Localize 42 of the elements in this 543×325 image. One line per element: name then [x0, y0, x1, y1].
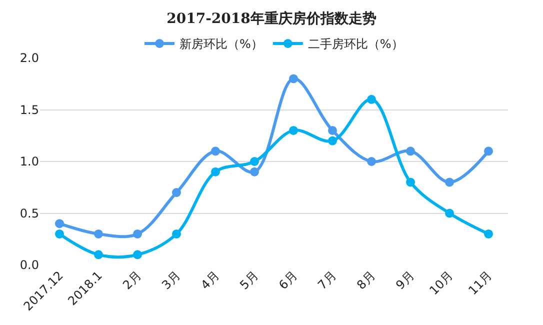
x-tick-label: 5月 — [237, 268, 261, 292]
legend-label: 二手房环比（%） — [308, 37, 404, 52]
point — [445, 208, 454, 218]
point — [367, 94, 376, 104]
point — [328, 126, 337, 135]
x-tick-label: 11月 — [466, 268, 495, 298]
point — [250, 167, 259, 176]
point — [172, 188, 181, 198]
point — [133, 250, 142, 260]
point — [172, 229, 181, 238]
point — [250, 157, 259, 166]
point — [445, 178, 454, 187]
point — [55, 229, 64, 238]
x-tick-label: 9月 — [393, 268, 417, 292]
y-tick-label: 0.0 — [20, 258, 39, 272]
point — [211, 146, 220, 156]
point — [94, 250, 103, 260]
point — [367, 157, 376, 166]
y-tick-label: 2.0 — [20, 51, 39, 66]
y-tick-label: 0.5 — [20, 206, 39, 220]
x-tick-label: 4月 — [198, 268, 222, 292]
point — [211, 167, 220, 176]
point — [133, 229, 142, 238]
x-tick-label: 2月 — [120, 268, 144, 292]
y-tick-label: 1.0 — [20, 154, 39, 169]
point — [484, 146, 493, 156]
point — [328, 136, 337, 146]
x-tick-label: 8月 — [354, 268, 378, 292]
point — [406, 146, 415, 156]
legend-label: 新房环比（%） — [180, 37, 263, 52]
point — [406, 178, 415, 187]
x-tick-label: 10月 — [426, 268, 456, 298]
x-tick-label: 3月 — [159, 268, 183, 292]
x-tick-label: 6月 — [276, 268, 300, 292]
point — [289, 126, 298, 135]
point — [55, 219, 64, 228]
chart-title: 2017-2018年重庆房价指数走势 — [166, 10, 376, 27]
y-tick-label: 1.5 — [20, 102, 39, 117]
point — [484, 229, 493, 238]
point — [289, 74, 298, 84]
point — [94, 229, 103, 238]
x-tick-label: 7月 — [315, 268, 339, 292]
